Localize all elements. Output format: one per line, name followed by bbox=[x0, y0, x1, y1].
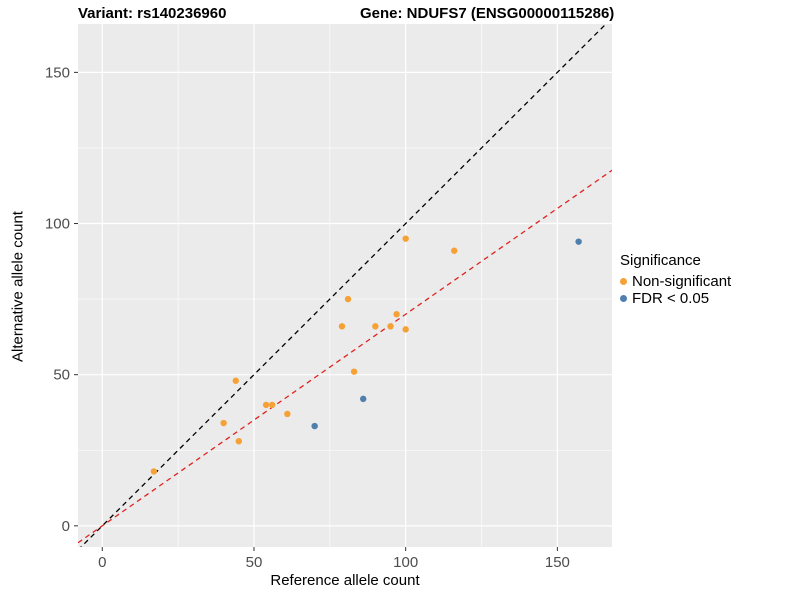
data-point[interactable] bbox=[360, 395, 367, 403]
data-point[interactable] bbox=[284, 410, 291, 418]
data-point[interactable] bbox=[235, 437, 243, 445]
legend-dot-nonsignificant-icon bbox=[620, 278, 627, 285]
data-point[interactable] bbox=[232, 377, 239, 384]
chart-title-variant: Variant: rs140236960 bbox=[78, 5, 227, 22]
legend-label-nonsignificant: Non-significant bbox=[632, 273, 732, 290]
data-point[interactable] bbox=[402, 326, 409, 333]
data-point[interactable] bbox=[150, 468, 158, 475]
x-axis-label: Reference allele count bbox=[270, 572, 420, 589]
legend-entry-nonsignificant: Non-significant bbox=[620, 273, 731, 290]
data-point[interactable] bbox=[350, 368, 358, 375]
legend-label-fdr: FDR < 0.05 bbox=[632, 290, 710, 307]
y-tick-label: 100 bbox=[45, 216, 70, 233]
x-tick-label: 100 bbox=[393, 554, 418, 571]
data-point[interactable] bbox=[220, 419, 227, 427]
data-point[interactable] bbox=[268, 401, 276, 409]
legend: Significance Non-significant FDR < 0.05 bbox=[620, 252, 731, 307]
data-point[interactable] bbox=[387, 323, 394, 330]
chart-title-gene: Gene: NDUFS7 (ENSG00000115286) bbox=[360, 5, 615, 22]
regression-line bbox=[78, 169, 612, 544]
legend-dot-fdr-icon bbox=[620, 295, 627, 302]
data-point[interactable] bbox=[338, 323, 346, 330]
data-point[interactable] bbox=[393, 311, 400, 318]
x-tick-label: 0 bbox=[98, 554, 106, 571]
y-axis-label: Alternative allele count bbox=[9, 211, 27, 362]
legend-title: Significance bbox=[620, 252, 701, 269]
data-point[interactable] bbox=[262, 401, 270, 409]
legend-entry-fdr: FDR < 0.05 bbox=[620, 290, 731, 307]
x-tick-label: 50 bbox=[246, 554, 263, 571]
y-tick-label: 50 bbox=[53, 367, 70, 384]
data-point[interactable] bbox=[451, 247, 458, 254]
data-point[interactable] bbox=[311, 422, 318, 430]
plot-panel bbox=[78, 24, 612, 547]
y-tick-label: 150 bbox=[45, 64, 70, 81]
y-tick-label: 0 bbox=[62, 518, 70, 535]
x-tick-label: 150 bbox=[545, 554, 570, 571]
data-point[interactable] bbox=[575, 238, 582, 245]
data-point[interactable] bbox=[402, 235, 409, 242]
data-point[interactable] bbox=[372, 323, 379, 330]
data-point[interactable] bbox=[344, 295, 352, 303]
